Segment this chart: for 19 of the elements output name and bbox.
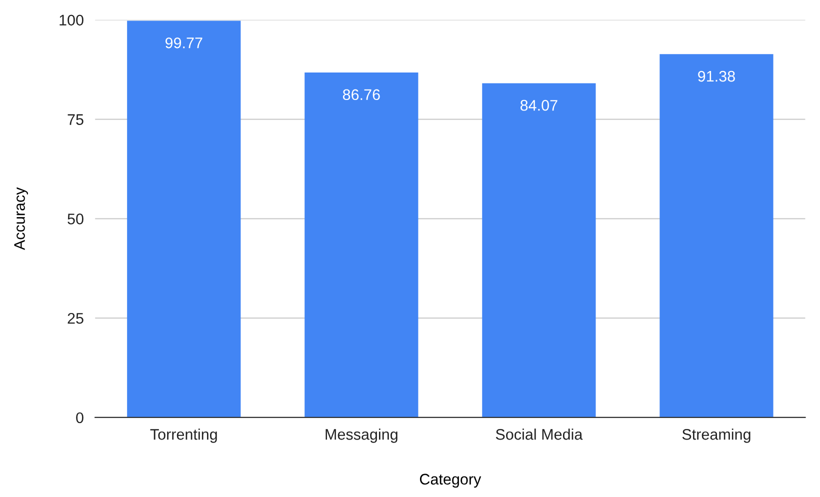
y-tick-label: 0 bbox=[76, 412, 84, 424]
x-tick-label: Messaging bbox=[326, 428, 398, 443]
x-tick-label: Streaming bbox=[682, 428, 750, 443]
y-tick-label: 50 bbox=[68, 214, 84, 224]
bar bbox=[482, 83, 596, 418]
y-tick-label: 25 bbox=[68, 312, 84, 324]
y-tick-label: 100 bbox=[60, 14, 84, 26]
x-tick-label: Torrenting bbox=[150, 428, 217, 443]
data-label: 99.77 bbox=[165, 38, 202, 48]
data-label: 86.76 bbox=[342, 89, 380, 100]
bar bbox=[127, 20, 241, 418]
y-tick-label: 75 bbox=[68, 114, 84, 125]
data-label: 91.38 bbox=[698, 70, 735, 82]
x-axis-title: Category bbox=[420, 474, 482, 488]
bar bbox=[304, 72, 418, 418]
bar bbox=[660, 54, 774, 418]
data-label: 84.07 bbox=[520, 100, 558, 111]
x-tick-label: Social Media bbox=[496, 428, 583, 440]
y-axis-title: Accuracy bbox=[14, 187, 28, 250]
